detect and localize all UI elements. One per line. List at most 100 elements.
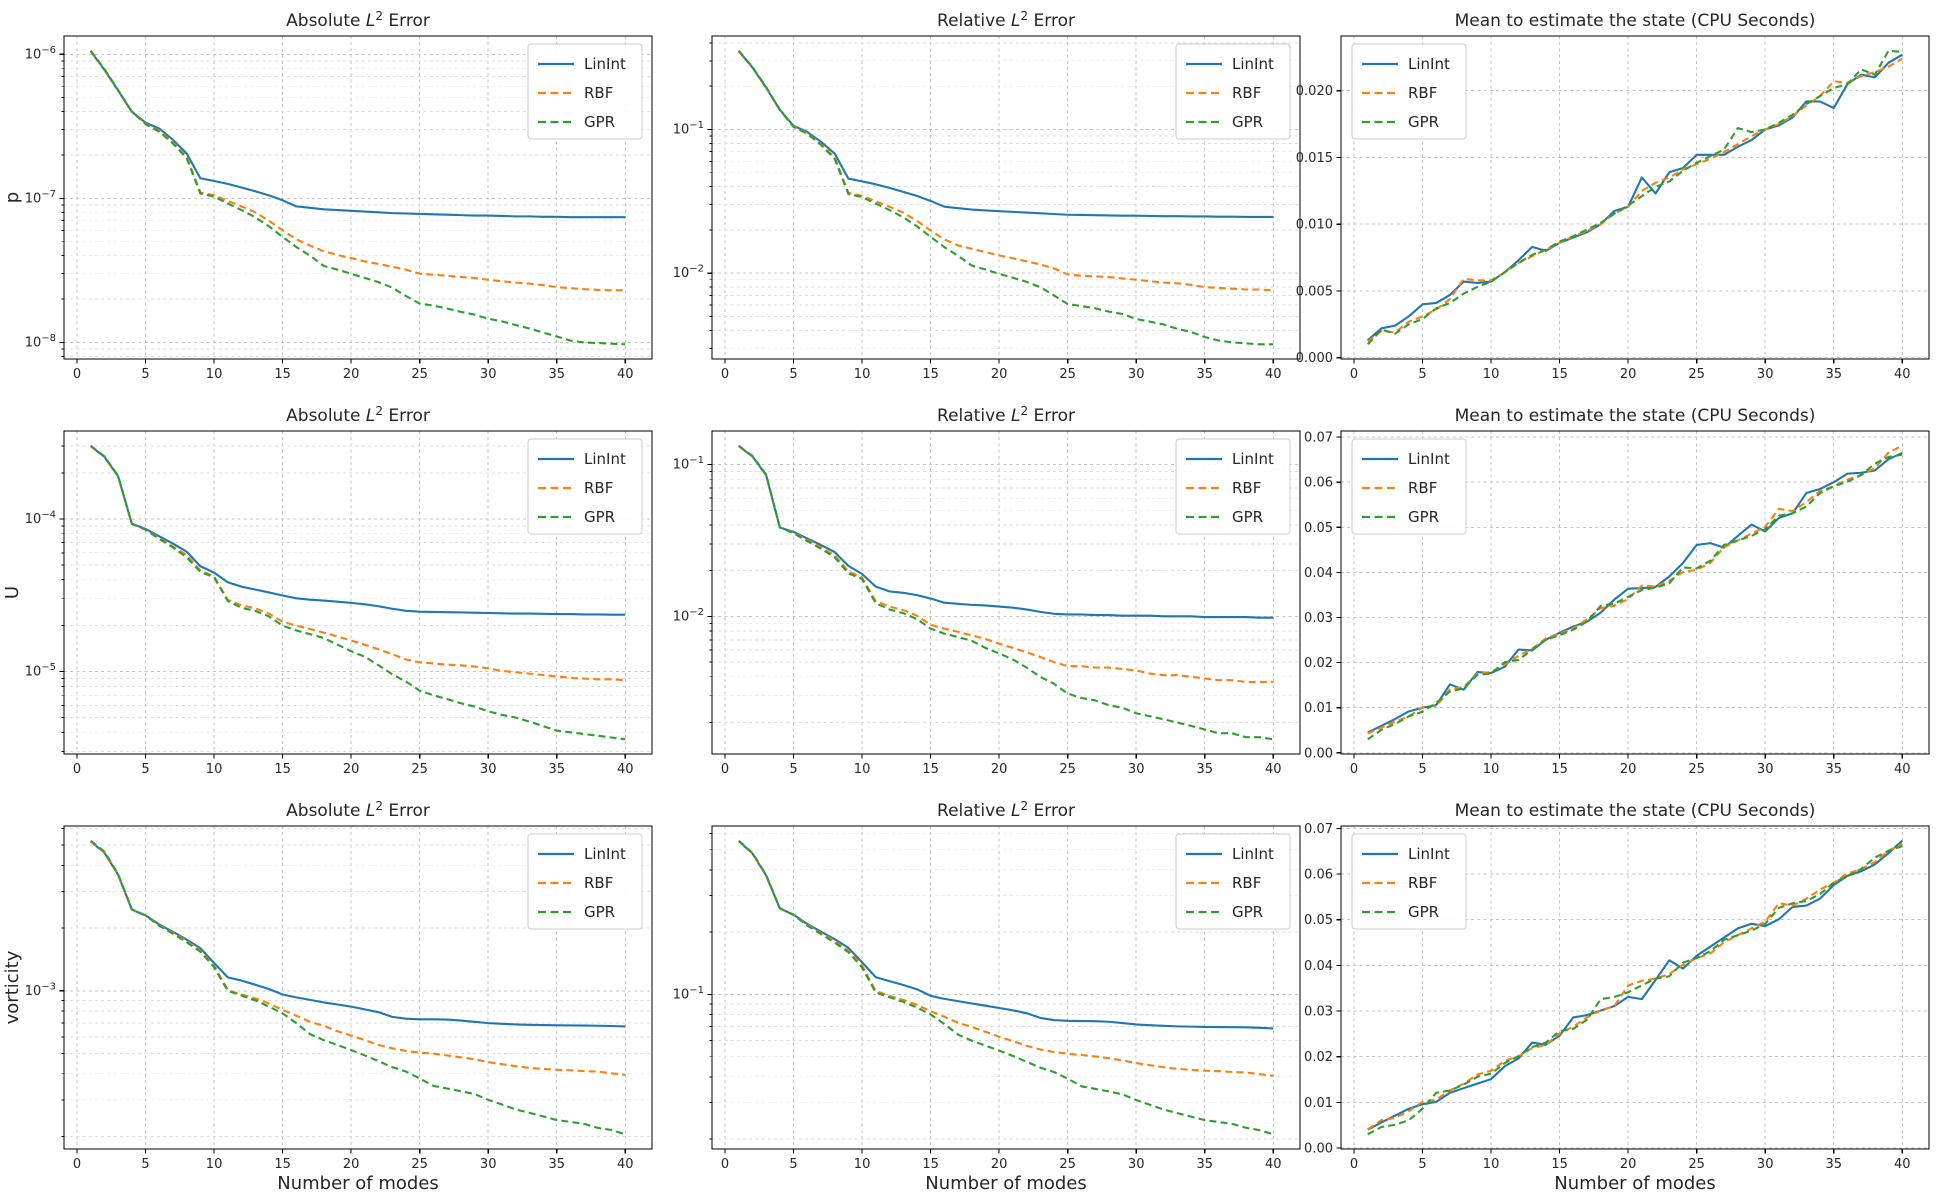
x-tick-label: 5 — [1418, 1157, 1426, 1172]
x-tick-label: 0 — [721, 367, 729, 382]
y-tick-label: 0.01 — [1304, 701, 1333, 716]
series-rbf-line — [1367, 444, 1903, 735]
x-tick-label: 30 — [1128, 762, 1145, 777]
x-tick-label: 35 — [1825, 762, 1842, 777]
x-tick-label: 0 — [1350, 762, 1358, 777]
series-gpr-line — [737, 50, 1274, 346]
series-linint-line — [1367, 451, 1903, 734]
series-lines — [737, 50, 1274, 346]
x-tick-label: 20 — [991, 762, 1008, 777]
x-tick-label: 25 — [1059, 762, 1076, 777]
legend-label: RBF — [1408, 874, 1437, 892]
y-tick-label: 0.000 — [1296, 351, 1333, 366]
axes-frame — [63, 35, 653, 360]
legend-label: LinInt — [1408, 450, 1450, 468]
legend-label: LinInt — [584, 845, 626, 863]
series-rbf-line — [1367, 57, 1903, 343]
subplot-title: Mean to estimate the state (CPU Seconds) — [1455, 801, 1816, 821]
series-gpr-line — [89, 50, 626, 346]
x-tick-label: 30 — [1128, 1157, 1145, 1172]
series-lines — [90, 839, 626, 1136]
legend-label: GPR — [1408, 508, 1439, 526]
axis-ticks — [707, 832, 1274, 1154]
x-tick-label: 15 — [274, 367, 291, 382]
y-tick-label: 10−2 — [673, 607, 704, 625]
x-tick-label: 35 — [548, 367, 565, 382]
legend-label: GPR — [1408, 113, 1439, 131]
x-tick-label: 20 — [343, 367, 360, 382]
subplot-title: Relative L2 Error — [937, 799, 1075, 821]
y-tick-label: 10−3 — [25, 981, 56, 999]
x-tick-label: 30 — [1757, 367, 1774, 382]
x-tick-label: 0 — [1350, 1157, 1358, 1172]
axes-frame — [1340, 825, 1930, 1150]
y-tick-label: 0.04 — [1304, 566, 1333, 581]
series-linint-line — [738, 840, 1274, 1030]
x-tick-label: 0 — [73, 1157, 81, 1172]
axis-ticks — [1336, 90, 1903, 364]
y-tick-label: 0.005 — [1296, 284, 1333, 299]
legend-box — [1175, 43, 1291, 140]
legend-box — [527, 43, 643, 140]
y-tick-label: 10−7 — [25, 189, 56, 207]
legend: LinInt RBF GPR — [527, 833, 643, 930]
subplot-title: Relative L2 Error — [937, 404, 1075, 426]
x-tick-label: 10 — [206, 367, 223, 382]
x-tick-label: 25 — [1688, 367, 1705, 382]
gridlines — [64, 431, 652, 754]
y-tick-label: 0.05 — [1304, 521, 1333, 536]
y-tick-label: 0.02 — [1304, 1050, 1333, 1065]
series-rbf-line — [1367, 842, 1903, 1131]
x-tick-label: 5 — [141, 1157, 149, 1172]
x-tick-label: 40 — [1265, 367, 1282, 382]
x-tick-label: 10 — [206, 1157, 223, 1172]
series-lines — [1366, 49, 1903, 346]
y-tick-label: 10−4 — [25, 509, 56, 527]
x-tick-label: 10 — [854, 762, 871, 777]
y-tick-label: 0.03 — [1304, 1005, 1333, 1020]
legend: LinInt RBF GPR — [527, 43, 643, 140]
x-tick-label: 5 — [1418, 762, 1426, 777]
x-tick-label: 20 — [991, 367, 1008, 382]
x-tick-label: 30 — [480, 1157, 497, 1172]
y-tick-label: 0.04 — [1304, 959, 1333, 974]
axes-frame — [1340, 35, 1930, 360]
x-tick-label: 15 — [922, 367, 939, 382]
legend-label: GPR — [584, 903, 615, 921]
series-linint-line — [737, 50, 1274, 219]
axes-frame — [711, 430, 1301, 755]
axis-ticks — [1336, 827, 1903, 1154]
legend-box — [1351, 438, 1467, 535]
x-tick-label: 20 — [343, 1157, 360, 1172]
series-linint-line — [89, 50, 626, 219]
y-tick-label: 10−6 — [25, 45, 56, 63]
x-tick-label: 15 — [922, 762, 939, 777]
x-tick-label: 25 — [411, 762, 428, 777]
subplot-vorticity-relative: 0 5 10 15 20 25 30 35 40 10−1 Relative L2 Error Num… — [673, 799, 1301, 1194]
y-tick-label: 0.015 — [1296, 151, 1333, 166]
x-tick-label: 35 — [1196, 762, 1213, 777]
gridlines — [712, 826, 1300, 1149]
subplot-vorticity-cpu: 0 5 10 15 20 25 30 35 40 0.00 0.01 0.02 0.03 0.04 0.05… — [1304, 801, 1930, 1194]
legend-label: RBF — [1232, 874, 1261, 892]
series-gpr-line — [90, 839, 626, 1136]
subplot-title: Relative L2 Error — [937, 9, 1075, 31]
subplot-title: Absolute L2 Error — [286, 799, 430, 821]
y-tick-label: 0.06 — [1304, 868, 1333, 883]
x-tick-label: 15 — [922, 1157, 939, 1172]
axis-ticks — [59, 445, 626, 759]
subplot-vorticity-absolute: 0 5 10 15 20 25 30 35 40 10−3 Absolute L2 Error vor… — [2, 799, 653, 1194]
x-tick-label: 40 — [617, 762, 634, 777]
x-tick-label: 5 — [789, 762, 797, 777]
y-tick-label: 10−2 — [673, 264, 704, 282]
series-linint-line — [90, 840, 626, 1028]
gridlines — [1341, 826, 1929, 1149]
y-tick-label: 10−1 — [673, 985, 704, 1003]
series-gpr-line — [738, 444, 1274, 741]
legend-label: RBF — [1408, 84, 1437, 102]
x-axis-label: Number of modes — [277, 1173, 439, 1190]
x-tick-label: 35 — [548, 1157, 565, 1172]
x-tick-label: 40 — [1894, 1157, 1911, 1172]
legend-box — [527, 833, 643, 930]
